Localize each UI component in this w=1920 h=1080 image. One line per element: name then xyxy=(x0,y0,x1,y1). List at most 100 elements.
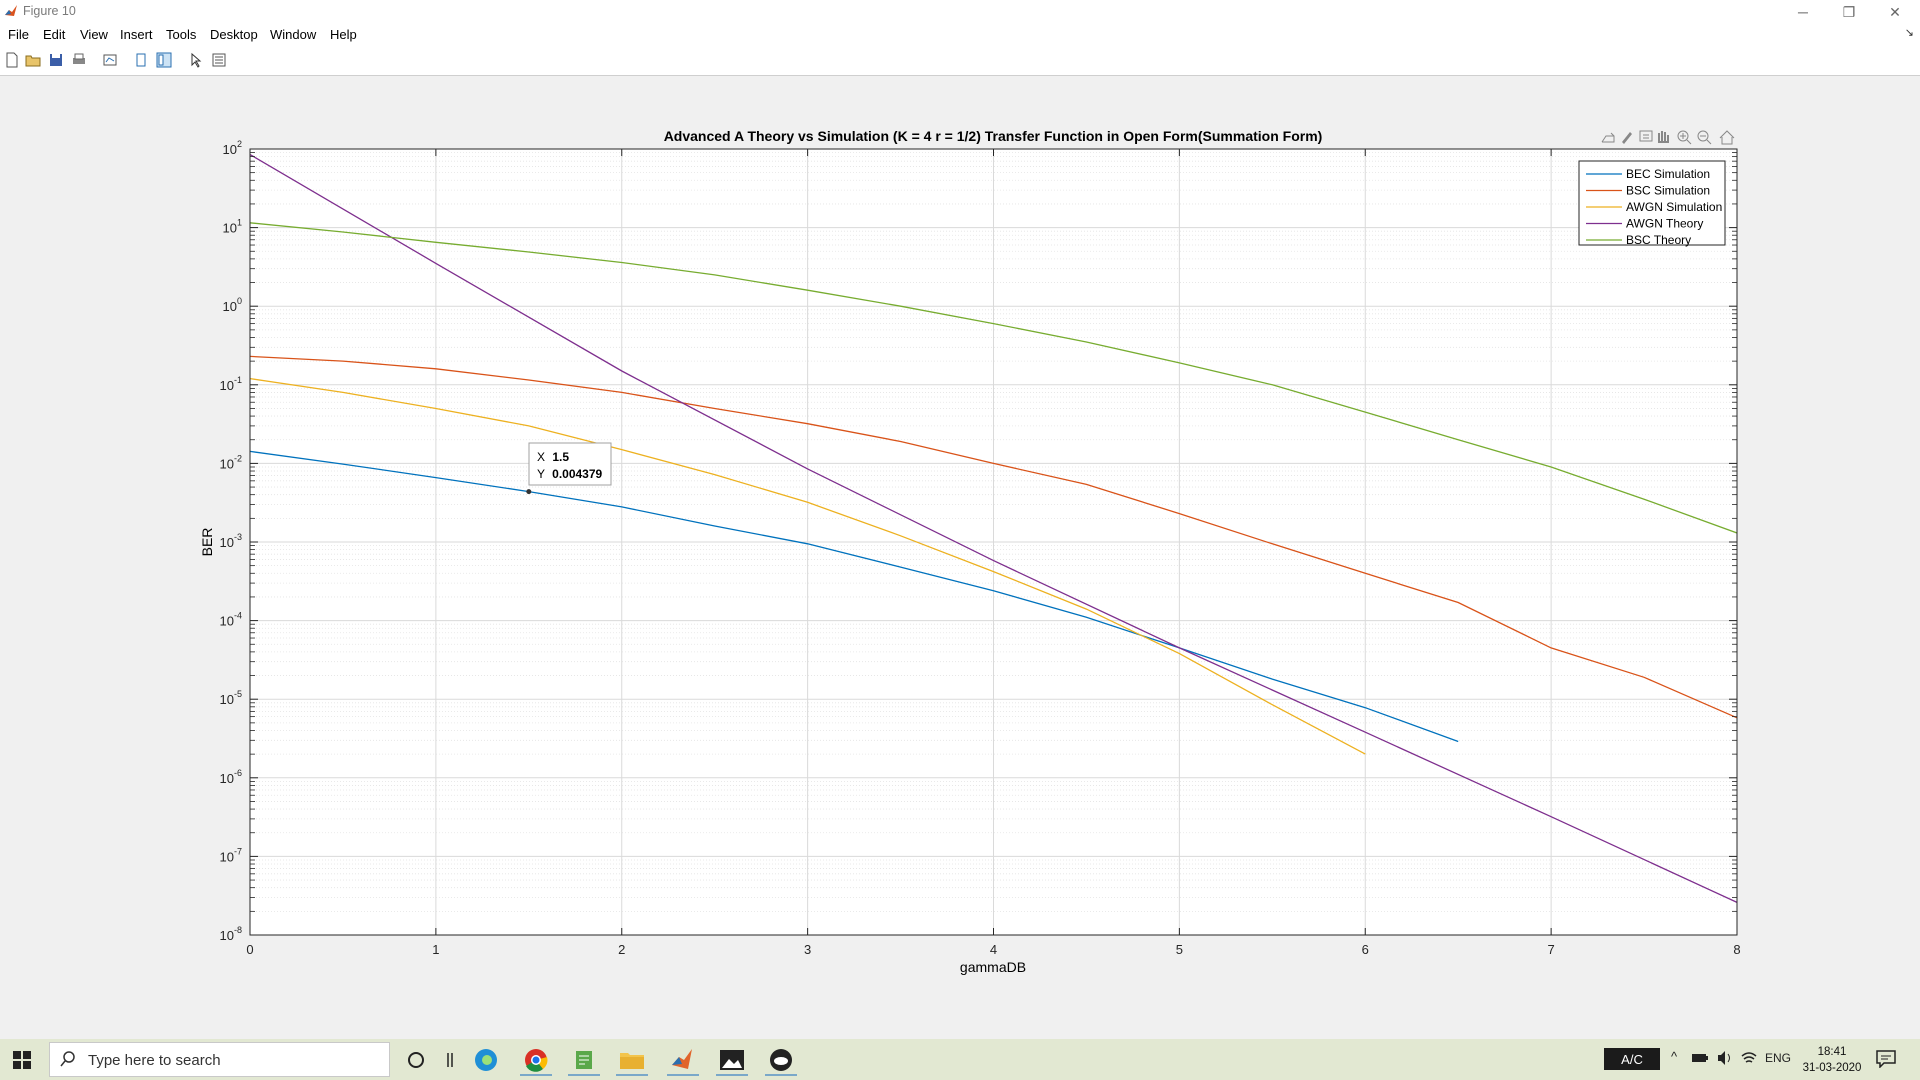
legend-item[interactable]: BSC Theory xyxy=(1586,233,1691,247)
y-tick-label: 10-7 xyxy=(220,846,242,864)
x-tick-label: 5 xyxy=(1176,942,1183,957)
x-tick-label: 6 xyxy=(1362,942,1369,957)
legend-item[interactable]: BSC Simulation xyxy=(1586,184,1710,198)
menu-insert[interactable]: Insert xyxy=(120,27,153,42)
series-line-awgn-simulation[interactable] xyxy=(250,377,1366,755)
data-tip-x-label: X xyxy=(537,450,545,464)
volume-icon[interactable] xyxy=(1716,1050,1734,1066)
notepad-icon[interactable] xyxy=(564,1043,604,1076)
figure-toolbar xyxy=(0,46,1920,76)
menu-window[interactable]: Window xyxy=(270,27,317,42)
menu-bar: File Edit View Insert Tools Desktop Wind… xyxy=(0,24,1920,46)
legend-item[interactable]: AWGN Simulation xyxy=(1586,200,1722,214)
export-icon[interactable] xyxy=(1601,132,1615,143)
x-tick-label: 7 xyxy=(1548,942,1555,957)
hide-plot-tools-icon[interactable] xyxy=(133,52,149,68)
x-tick-label: 8 xyxy=(1733,942,1740,957)
y-tick-label: 100 xyxy=(223,296,242,314)
battery-icon[interactable] xyxy=(1691,1051,1709,1065)
home-icon[interactable] xyxy=(1719,130,1735,145)
task-view-icon[interactable] xyxy=(430,1043,470,1076)
title-bar: Figure 10 ─ ❐ ✕ xyxy=(0,0,1920,24)
y-tick-label: 10-4 xyxy=(220,611,242,629)
menu-file[interactable]: File xyxy=(8,27,29,42)
search-placeholder: Type here to search xyxy=(88,1052,221,1069)
dock-arrow-icon[interactable]: ↘ xyxy=(1904,27,1914,39)
data-tips-icon[interactable] xyxy=(1639,130,1653,142)
menu-help[interactable]: Help xyxy=(330,27,357,42)
y-tick-label: 102 xyxy=(223,139,242,157)
ac-indicator[interactable]: A/C xyxy=(1604,1048,1660,1070)
chrome-icon[interactable] xyxy=(516,1043,556,1076)
x-tick-label: 4 xyxy=(990,942,997,957)
y-tick-label: 10-3 xyxy=(220,532,242,550)
menu-tools[interactable]: Tools xyxy=(166,27,197,42)
axes-toolbar xyxy=(1601,130,1735,145)
x-tick-label: 0 xyxy=(246,942,253,957)
clock-date: 31-03-2020 xyxy=(1802,1062,1862,1074)
cortana-icon[interactable] xyxy=(396,1043,436,1076)
close-button[interactable]: ✕ xyxy=(1889,3,1901,20)
svg-text:X 1.5: X 1.5 xyxy=(537,450,569,464)
taskbar-search-box[interactable]: Type here to search xyxy=(49,1042,390,1077)
legend-label: BEC Simulation xyxy=(1626,167,1710,181)
game-icon[interactable] xyxy=(761,1043,801,1076)
legend-label: AWGN Simulation xyxy=(1626,200,1722,214)
search-icon xyxy=(60,1051,75,1067)
photos-icon[interactable] xyxy=(712,1043,752,1076)
open-icon[interactable] xyxy=(25,52,41,68)
data-tip-y-value: 0.004379 xyxy=(552,467,602,481)
legend-label: AWGN Theory xyxy=(1626,217,1703,231)
menu-edit[interactable]: Edit xyxy=(43,27,66,42)
show-plot-tools-icon[interactable] xyxy=(156,52,172,68)
matlab-icon[interactable] xyxy=(663,1043,703,1076)
menu-desktop[interactable]: Desktop xyxy=(210,27,258,42)
window-title: Figure 10 xyxy=(23,4,76,18)
taskbar: Type here to search A/C ^ ENG 18:41 31-0… xyxy=(0,1039,1920,1080)
data-tip[interactable]: X 1.5 Y 0.004379 xyxy=(526,442,612,495)
link-plot-icon[interactable] xyxy=(102,52,118,68)
language-indicator[interactable]: ENG xyxy=(1765,1051,1792,1065)
figure-canvas[interactable]: 0 1 2 3 4 5 6 7 8 102 101 100 10-1 10-2 10-3 10-4 10-5 1… xyxy=(0,76,1920,1039)
series-line-bec-simulation[interactable] xyxy=(250,450,1459,743)
matlab-figure-icon xyxy=(5,5,17,16)
brush-icon[interactable] xyxy=(1622,132,1632,144)
y-tick-label: 10-6 xyxy=(220,768,242,786)
save-icon[interactable] xyxy=(48,52,64,68)
menu-view[interactable]: View xyxy=(80,27,108,42)
notification-center-icon[interactable] xyxy=(1876,1050,1896,1068)
edge-icon[interactable] xyxy=(466,1043,506,1076)
legend-item[interactable]: BEC Simulation xyxy=(1586,167,1710,181)
zoom-in-icon[interactable] xyxy=(1677,130,1692,145)
ber-plot[interactable]: 0 1 2 3 4 5 6 7 8 102 101 100 10-1 10-2 10-3 10-4 10-5 1… xyxy=(0,76,1920,1039)
series-line-awgn-theory[interactable] xyxy=(250,153,1737,903)
zoom-out-icon[interactable] xyxy=(1697,130,1712,145)
legend[interactable]: BEC Simulation BSC Simulation AWGN Simulat… xyxy=(1578,160,1726,247)
new-figure-icon[interactable] xyxy=(4,52,20,68)
y-tick-label: 10-5 xyxy=(220,689,242,707)
x-tick-label: 1 xyxy=(432,942,439,957)
clock[interactable]: 18:41 31-03-2020 xyxy=(1800,1044,1864,1076)
data-tip-x-value: 1.5 xyxy=(552,450,569,464)
x-axis-label: gammaDB xyxy=(960,959,1026,975)
property-inspector-icon[interactable] xyxy=(211,52,227,68)
data-tip-marker[interactable] xyxy=(526,489,532,495)
print-icon[interactable] xyxy=(71,52,87,68)
pan-icon[interactable] xyxy=(1658,131,1669,143)
legend-item[interactable]: AWGN Theory xyxy=(1586,217,1703,231)
minimize-button[interactable]: ─ xyxy=(1798,4,1808,20)
legend-label: BSC Theory xyxy=(1626,233,1691,247)
chart-title: Advanced A Theory vs Simulation (K = 4 r… xyxy=(664,128,1323,144)
x-tick-label: 3 xyxy=(804,942,811,957)
restore-button[interactable]: ❐ xyxy=(1842,3,1856,20)
series-line-bsc-theory[interactable] xyxy=(250,222,1737,534)
wifi-icon[interactable] xyxy=(1740,1050,1758,1066)
y-tick-label: 10-8 xyxy=(220,925,242,943)
y-tick-label: 101 xyxy=(223,218,242,236)
file-explorer-icon[interactable] xyxy=(612,1043,652,1076)
x-tick-label: 2 xyxy=(618,942,625,957)
series-line-bsc-simulation[interactable] xyxy=(250,355,1737,719)
chevron-up-icon[interactable]: ^ xyxy=(1671,1049,1678,1064)
windows-start-icon[interactable] xyxy=(12,1050,32,1070)
edit-plot-icon[interactable] xyxy=(188,52,204,68)
